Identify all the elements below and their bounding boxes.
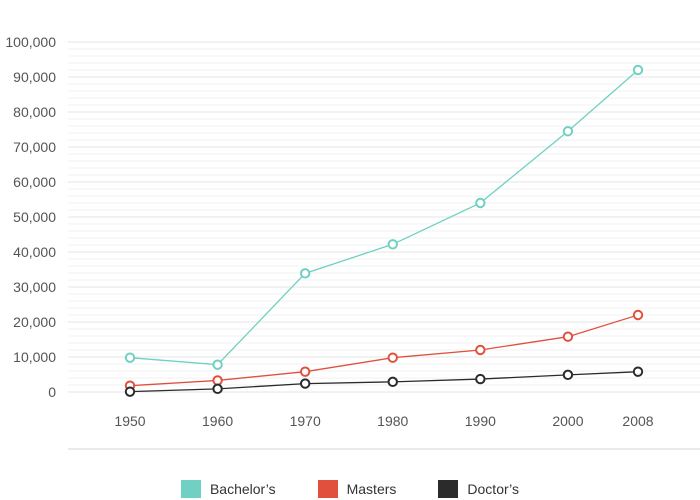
data-point[interactable] bbox=[562, 331, 574, 342]
x-tick-label: 1960 bbox=[202, 413, 233, 429]
legend-item-bachelors[interactable]: Bachelor’s bbox=[180, 480, 276, 498]
data-point[interactable] bbox=[387, 239, 398, 250]
y-tick-label: 10,000 bbox=[13, 349, 56, 365]
y-tick-label: 90,000 bbox=[13, 69, 56, 85]
legend-swatch-masters bbox=[317, 480, 338, 498]
legend: Bachelor’s Masters Doctor’s bbox=[0, 478, 700, 500]
data-point[interactable] bbox=[475, 344, 486, 356]
grid-lines bbox=[68, 41, 700, 393]
x-tick-label: 1950 bbox=[114, 413, 145, 429]
data-point[interactable] bbox=[475, 197, 486, 209]
data-point[interactable] bbox=[387, 376, 398, 388]
y-tick-label: 40,000 bbox=[13, 244, 56, 260]
y-axis-ticks: 0 10,000 20,000 30,000 40,000 50,000 60,000 70,… bbox=[5, 34, 56, 400]
x-axis-ticks: 1950 1960 1970 1980 1990 2000 2008 bbox=[114, 413, 653, 429]
data-point[interactable] bbox=[212, 383, 223, 395]
line-chart: 0 10,000 20,000 30,000 40,000 50,000 60,000 70,… bbox=[5, 34, 700, 450]
x-tick-label: 1990 bbox=[465, 413, 496, 429]
legend-swatch-doctors bbox=[438, 480, 459, 498]
legend-item-doctors[interactable]: Doctor’s bbox=[438, 480, 519, 498]
y-tick-label: 30,000 bbox=[13, 279, 56, 295]
series-group bbox=[124, 64, 644, 397]
y-tick-label: 60,000 bbox=[13, 174, 56, 190]
legend-label-doctors: Doctor’s bbox=[467, 481, 520, 497]
data-point[interactable] bbox=[632, 366, 644, 377]
data-point[interactable] bbox=[562, 369, 574, 381]
data-point[interactable] bbox=[212, 375, 223, 386]
data-point[interactable] bbox=[299, 366, 311, 377]
y-tick-label: 100,000 bbox=[5, 34, 56, 50]
data-point[interactable] bbox=[299, 378, 311, 389]
legend-label-bachelors: Bachelor’s bbox=[209, 481, 276, 497]
y-tick-label: 0 bbox=[48, 384, 56, 400]
x-tick-label: 1970 bbox=[290, 413, 321, 429]
x-tick-label: 1980 bbox=[377, 413, 408, 429]
y-tick-label: 50,000 bbox=[13, 209, 56, 225]
data-point[interactable] bbox=[299, 268, 311, 279]
legend-swatch-bachelors bbox=[180, 480, 201, 498]
x-tick-label: 2000 bbox=[552, 413, 583, 429]
y-tick-label: 20,000 bbox=[13, 314, 56, 330]
legend-label-masters: Masters bbox=[346, 481, 397, 497]
data-point[interactable] bbox=[562, 126, 574, 137]
data-point[interactable] bbox=[124, 352, 136, 363]
y-tick-label: 70,000 bbox=[13, 139, 56, 155]
data-point[interactable] bbox=[124, 386, 136, 397]
data-point[interactable] bbox=[632, 64, 644, 76]
data-point[interactable] bbox=[387, 352, 398, 363]
data-point[interactable] bbox=[475, 373, 486, 385]
data-point[interactable] bbox=[212, 359, 223, 370]
y-tick-label: 80,000 bbox=[13, 104, 56, 120]
data-point[interactable] bbox=[632, 309, 644, 321]
legend-item-masters[interactable]: Masters bbox=[317, 480, 397, 498]
x-tick-label: 2008 bbox=[622, 413, 653, 429]
